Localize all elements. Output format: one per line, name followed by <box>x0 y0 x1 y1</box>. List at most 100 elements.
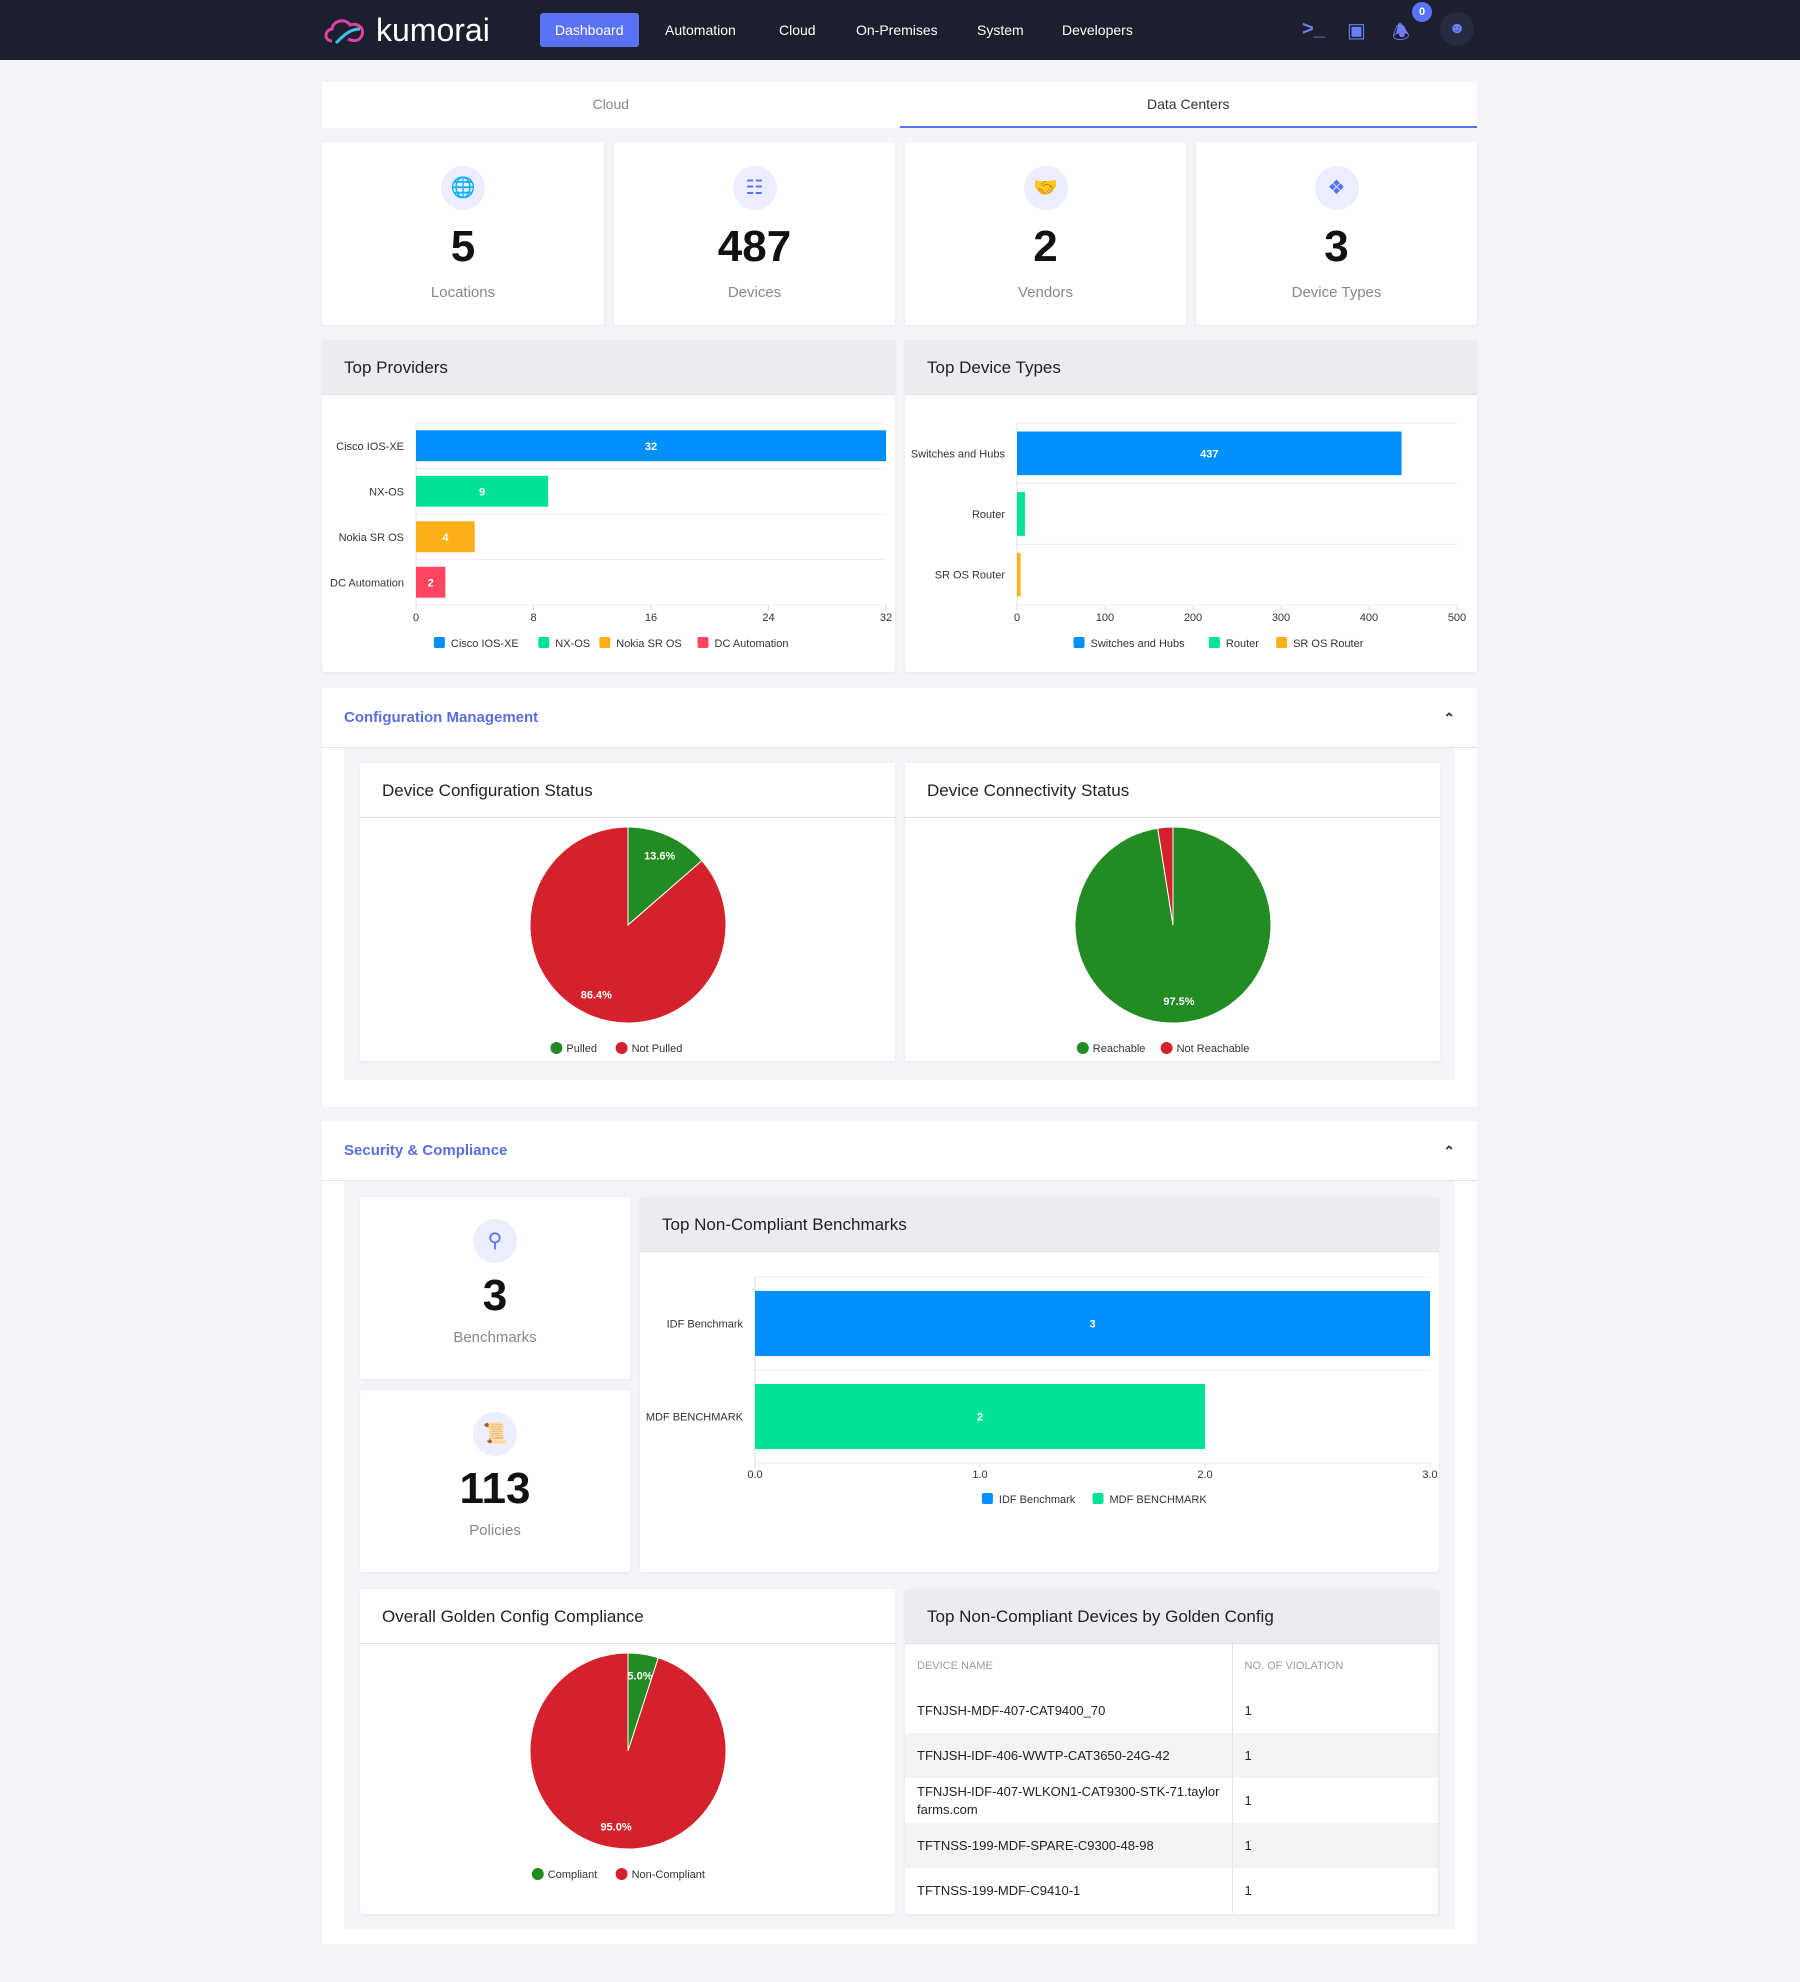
column-header-violations[interactable]: NO. OF VIOLATION <box>1232 1644 1439 1688</box>
x-tick-label: 8 <box>530 612 536 624</box>
nav-cloud[interactable]: Cloud <box>779 22 816 38</box>
legend-swatch <box>433 637 445 648</box>
nav-developers[interactable]: Developers <box>1062 22 1133 38</box>
table-row[interactable]: TFTNSS-199-MDF-SPARE-C9300-48-98 1 <box>905 1823 1439 1868</box>
stat-card-vendors[interactable]: 🤝 2 Vendors <box>905 142 1186 325</box>
legend-swatch <box>981 1493 993 1504</box>
category-label: SR OS Router <box>935 570 1006 582</box>
slice-label: 97.5% <box>1163 996 1194 1008</box>
stat-card-devices[interactable]: ☷ 487 Devices <box>614 142 895 325</box>
stat-value: 2 <box>1033 222 1058 271</box>
pie-slice <box>627 826 703 927</box>
table-row[interactable]: TFTNSS-199-MDF-C9410-1 1 <box>905 1868 1439 1913</box>
top-device-types-chart: Switches and Hubs 437 Router SR OS Router 0 1… <box>911 422 1466 650</box>
benchmarks-chart-card: Top Non-Compliant Benchmarks IDF Benchma… <box>640 1197 1439 1572</box>
legend-dot <box>531 1868 544 1880</box>
tab-data-centers[interactable]: Data Centers <box>899 82 1477 128</box>
category-label: Nokia SR OS <box>339 532 404 544</box>
top-providers-chart: Cisco IOS-XE 32 NX-OS 9 Nokia SR OS 4 DC Autom… <box>330 422 892 650</box>
bar-value-label: 2 <box>428 577 434 589</box>
policies-card[interactable]: 📜 113 Policies <box>360 1390 630 1572</box>
benchmarks-card[interactable]: ⚲ 3 Benchmarks <box>360 1197 630 1379</box>
x-tick-label: 3.0 <box>1422 1469 1437 1481</box>
stat-value: 487 <box>717 222 792 271</box>
table-row[interactable]: TFNJSH-MDF-407-CAT9400_70 1 <box>905 1688 1439 1733</box>
x-tick-label: 100 <box>1096 612 1114 624</box>
stat-card-locations[interactable]: 🌐 5 Locations <box>322 142 604 325</box>
user-avatar[interactable]: ☻ <box>1440 12 1474 46</box>
stat-value: 113 <box>459 1464 531 1513</box>
security-compliance-section: Security & Compliance ⌃ ⚲ 3 Benchmarks 📜 … <box>322 1121 1477 1944</box>
bar-value-label: 32 <box>645 441 657 453</box>
notification-badge: 0 <box>1412 2 1432 22</box>
x-tick-label: 0 <box>413 612 419 624</box>
column-header-device-name[interactable]: DEVICE NAME <box>905 1644 1233 1688</box>
nav-dashboard[interactable]: Dashboard <box>540 13 639 47</box>
bar-value-label: 3 <box>1089 1319 1095 1331</box>
tab-cloud[interactable]: Cloud <box>592 96 630 112</box>
bar-value-label: 437 <box>1200 448 1218 460</box>
legend-swatch <box>1276 637 1288 648</box>
category-label: DC Automation <box>330 577 404 589</box>
bar <box>416 430 886 462</box>
stat-label: Policies <box>469 1522 521 1539</box>
category-label: Cisco IOS-XE <box>336 441 404 453</box>
category-label: Router <box>972 509 1005 521</box>
legend-label: Pulled <box>566 1043 597 1055</box>
table-row[interactable]: TFNJSH-IDF-407-WLKON1-CAT9300-STK-71.tay… <box>905 1778 1439 1823</box>
legend-label: Not Reachable <box>1177 1043 1250 1055</box>
legend-dot <box>615 1042 628 1054</box>
brand-logo[interactable]: kumorai <box>322 12 490 49</box>
cubes-icon: ❖ <box>1314 166 1359 210</box>
legend-dot <box>1076 1042 1089 1054</box>
device-name: TFTNSS-199-MDF-SPARE-C9300-48-98 <box>905 1823 1233 1868</box>
legend-swatch <box>1092 1493 1104 1504</box>
bar <box>755 1383 1205 1450</box>
violation-count: 1 <box>1232 1778 1439 1823</box>
x-tick-label: 200 <box>1184 612 1202 624</box>
category-label: Switches and Hubs <box>911 448 1006 460</box>
card-title: Overall Golden Config Compliance <box>360 1589 895 1644</box>
bar-value-label: 9 <box>479 486 485 498</box>
x-tick-label: 2.0 <box>1197 1469 1212 1481</box>
nav-on-premises[interactable]: On-Premises <box>856 22 938 38</box>
terminal-icon[interactable]: >_ <box>1302 18 1325 40</box>
benchmarks-chart: IDF Benchmark 3 MDF BENCHMARK 2 0.0 1.0 2.0 3.0… <box>646 1276 1438 1506</box>
add-bookmark-icon[interactable]: ▣ <box>1347 20 1366 42</box>
category-label: NX-OS <box>369 486 404 498</box>
nav-automation[interactable]: Automation <box>665 22 736 38</box>
connectivity-status-pie: 97.5% Reachable Not Reachable <box>1074 826 1272 1055</box>
chevron-up-icon[interactable]: ⌃ <box>1443 1143 1455 1159</box>
stat-card-device-types[interactable]: ❖ 3 Device Types <box>1196 142 1477 325</box>
legend-label: Switches and Hubs <box>1091 638 1186 650</box>
panel-title: Top Device Types <box>905 340 1477 395</box>
slice-label: 13.6% <box>644 850 675 862</box>
section-header[interactable]: Security & Compliance ⌃ <box>322 1121 1477 1181</box>
bell-icon[interactable]: 🕭 <box>1392 22 1410 44</box>
legend-label: NX-OS <box>555 638 590 650</box>
legend-swatch <box>538 637 550 648</box>
legend-swatch <box>697 637 709 648</box>
section-header[interactable]: Configuration Management ⌃ <box>322 688 1477 748</box>
violation-count: 1 <box>1232 1688 1439 1733</box>
scroll-icon: 📜 <box>473 1412 517 1456</box>
chevron-up-icon[interactable]: ⌃ <box>1443 710 1455 726</box>
cloud-logo-icon <box>324 18 365 44</box>
legend-swatch <box>1208 637 1220 648</box>
bar <box>416 475 549 507</box>
card-title: Device Configuration Status <box>360 763 895 818</box>
connectivity-status-card: Device Connectivity Status 97.5% Reachabl… <box>905 763 1440 1061</box>
table-header-row: DEVICE NAME NO. OF VIOLATION <box>905 1644 1439 1688</box>
top-navbar: kumorai Dashboard Automation Cloud On-Pr… <box>0 0 1800 60</box>
x-tick-label: 1.0 <box>972 1469 987 1481</box>
legend-dot <box>550 1042 563 1054</box>
stat-value: 3 <box>1324 222 1349 271</box>
legend-label: Compliant <box>548 1869 598 1881</box>
slice-label: 5.0% <box>627 1671 652 1683</box>
x-tick-label: 24 <box>762 612 774 624</box>
stat-label: Device Types <box>1291 284 1382 301</box>
handshake-icon: 🤝 <box>1023 166 1068 210</box>
table-row[interactable]: TFNJSH-IDF-406-WWTP-CAT3650-24G-42 1 <box>905 1733 1439 1778</box>
legend-label: Router <box>1226 638 1259 650</box>
nav-system[interactable]: System <box>977 22 1024 38</box>
